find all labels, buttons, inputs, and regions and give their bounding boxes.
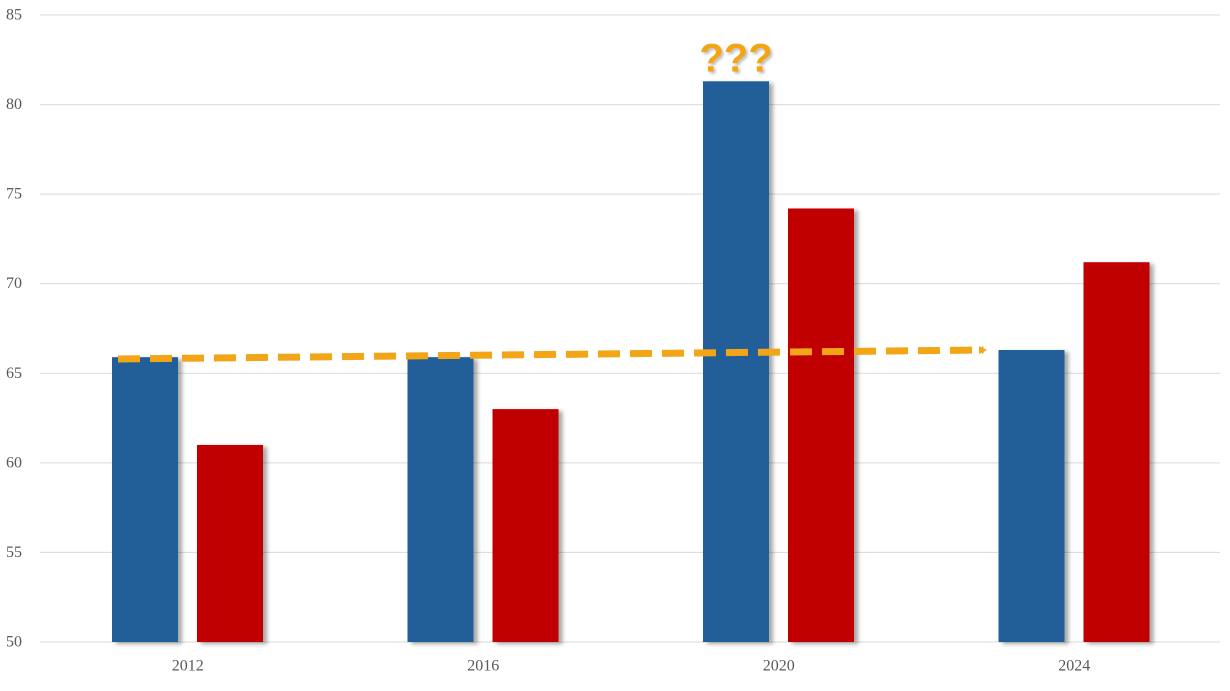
x-tick-label: 2012: [172, 658, 204, 675]
y-tick-label: 85: [6, 7, 22, 24]
y-tick-label: 60: [6, 454, 22, 471]
x-tick-label: 2024: [1058, 658, 1090, 675]
y-tick-label: 70: [6, 275, 22, 292]
y-axis: 50 55 60 65 70 75 80 85: [6, 7, 22, 651]
x-tick-label: 2020: [763, 658, 795, 675]
bar-series-1-2020: [703, 81, 769, 643]
bars: [112, 81, 1150, 643]
bar-series-2-2016: [492, 409, 559, 642]
y-tick-label: 65: [6, 365, 22, 382]
x-axis: 2012 2016 2020 2024: [172, 658, 1091, 675]
bar-series-1-2016: [407, 357, 474, 642]
bar-series-1-2012: [112, 357, 178, 642]
annotations: ???: [117, 36, 987, 363]
bar-series-2-2024: [1083, 262, 1150, 642]
bar-series-1-2024: [998, 349, 1065, 642]
question-annotation: ???: [699, 36, 772, 80]
bar-series-2-2020: [788, 208, 854, 642]
trend-arrow: [117, 346, 987, 363]
y-tick-label: 80: [6, 96, 22, 113]
y-tick-label: 55: [6, 544, 22, 561]
bar-series-2-2012: [197, 444, 263, 642]
y-tick-label: 50: [6, 634, 22, 651]
x-tick-label: 2016: [467, 658, 499, 675]
y-tick-label: 75: [6, 186, 22, 203]
